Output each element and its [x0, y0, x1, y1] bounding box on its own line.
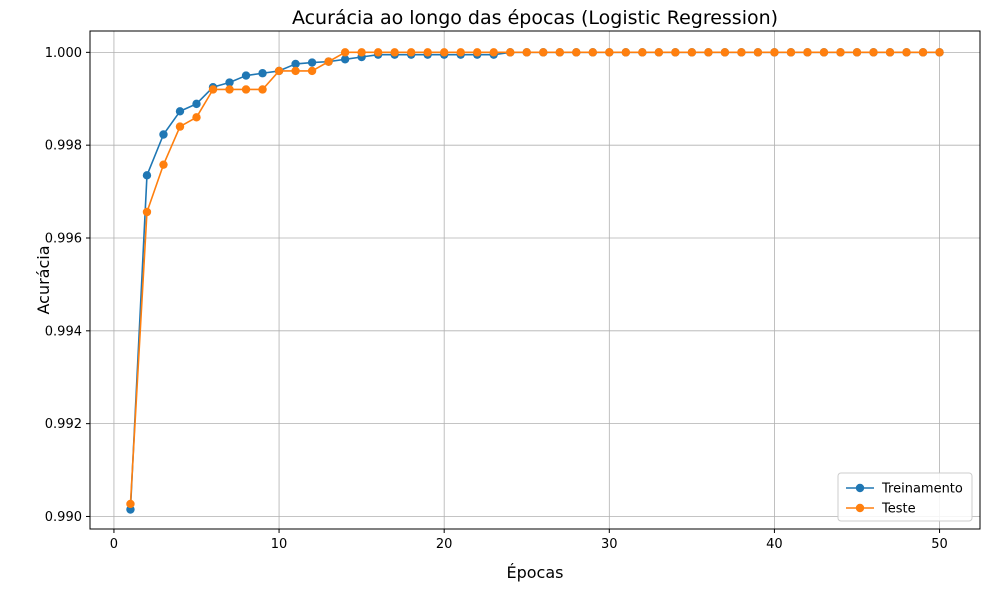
data-point [753, 48, 763, 57]
data-point [357, 48, 366, 57]
data-point [852, 48, 862, 57]
data-point [539, 48, 548, 57]
data-point [208, 85, 218, 94]
y-tick-label: 0.998 [45, 139, 82, 154]
data-point [654, 48, 664, 57]
y-tick-label: 0.990 [45, 510, 82, 525]
x-tick-label: 40 [766, 537, 783, 552]
grid [90, 31, 980, 529]
data-point [621, 48, 631, 57]
data-point [241, 85, 251, 94]
data-point [192, 99, 201, 109]
data-point [572, 48, 581, 57]
y-tick-label: 0.992 [45, 417, 82, 432]
data-point [126, 499, 135, 509]
legend: Treinamento Teste [837, 472, 973, 522]
data-point [506, 48, 515, 57]
data-point [803, 48, 812, 57]
data-point [373, 48, 383, 57]
y-axis-label: Acurácia [34, 245, 53, 314]
legend-marker [855, 503, 865, 513]
x-axis-label: Épocas [507, 563, 564, 582]
data-point [885, 48, 895, 57]
data-point [225, 78, 234, 87]
data-point [588, 48, 597, 57]
data-point [241, 71, 251, 80]
legend-label: Treinamento [881, 482, 963, 497]
data-point [687, 48, 697, 57]
data-point [142, 171, 152, 180]
data-point [291, 59, 300, 69]
legend-label: Teste [881, 502, 916, 517]
data-point [340, 48, 350, 57]
data-point [274, 66, 284, 76]
data-point [423, 48, 432, 57]
series-line [129, 51, 940, 504]
y-tick-label: 0.994 [45, 324, 82, 339]
data-point [489, 48, 498, 57]
data-point [671, 48, 680, 57]
data-point [192, 113, 201, 122]
series-line [129, 51, 940, 510]
data-point [258, 69, 267, 78]
data-point [175, 122, 185, 131]
plot-frame [89, 30, 981, 530]
series-treinamento [126, 48, 944, 514]
data-point [258, 85, 267, 94]
data-point [836, 48, 845, 57]
data-point [390, 48, 399, 57]
data-point [406, 48, 416, 57]
legend-item: Teste [846, 502, 916, 517]
series-layer [126, 48, 944, 514]
data-point [819, 48, 829, 57]
data-point [473, 48, 482, 57]
data-point [786, 48, 796, 57]
data-point [522, 48, 531, 57]
data-point [770, 48, 779, 57]
data-point [340, 55, 350, 64]
data-point [555, 48, 564, 57]
data-point [291, 66, 300, 76]
chart-title: Acurácia ao longo das épocas (Logistic R… [292, 7, 778, 29]
y-axis: 0.990 0.992 0.994 0.996 0.998 1.000 [45, 46, 90, 525]
x-tick-label: 30 [601, 537, 618, 552]
data-point [704, 48, 713, 57]
data-point [720, 48, 730, 57]
data-point [159, 160, 168, 169]
data-point [605, 48, 614, 57]
legend-item: Treinamento [846, 482, 963, 497]
data-point [935, 48, 944, 57]
y-tick-label: 0.996 [45, 231, 82, 246]
x-axis: 0 10 20 30 40 50 [110, 529, 948, 552]
data-point [142, 207, 152, 217]
series-teste [126, 48, 944, 509]
data-point [902, 48, 911, 57]
data-point [307, 66, 317, 76]
data-point [307, 58, 317, 67]
data-point [175, 107, 185, 116]
x-tick-label: 10 [271, 537, 288, 552]
data-point [638, 48, 647, 57]
data-point [869, 48, 878, 57]
data-point [159, 130, 168, 139]
data-point [456, 48, 465, 57]
data-point [225, 85, 234, 94]
y-tick-label: 1.000 [45, 46, 82, 61]
legend-marker [855, 483, 865, 493]
data-point [439, 48, 449, 57]
data-point [324, 57, 333, 66]
x-tick-label: 0 [110, 537, 118, 552]
x-tick-label: 50 [931, 537, 948, 552]
x-tick-label: 20 [436, 537, 453, 552]
data-point [918, 48, 928, 57]
data-point [737, 48, 746, 57]
legend-box [837, 472, 973, 522]
